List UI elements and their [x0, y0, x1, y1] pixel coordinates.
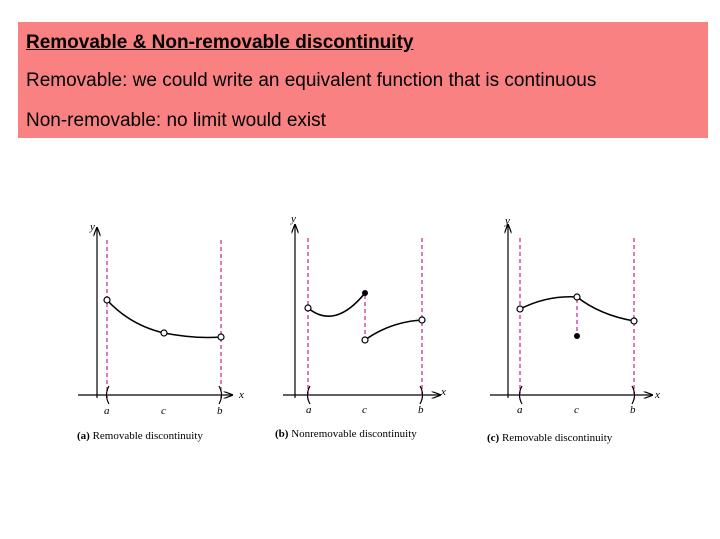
point-label: b — [217, 405, 223, 417]
point-label: a — [517, 404, 523, 416]
caption: (a) Removable discontinuity — [77, 430, 203, 442]
caption-tag: (b) — [275, 428, 289, 440]
caption-text: Nonremovable discontinuity — [291, 428, 417, 440]
caption: (b) Nonremovable discontinuity — [275, 428, 417, 440]
line: Removable: we could write an equivalent … — [26, 70, 597, 91]
y-label: y — [89, 221, 95, 233]
line: Non-removable: no limit would exist — [26, 110, 326, 131]
title: Removable & Non-removable discontinuity — [26, 32, 414, 53]
caption-text: Removable discontinuity — [93, 430, 204, 442]
point-label: a — [306, 404, 312, 416]
caption-tag: (a) — [77, 430, 90, 442]
point-label: c — [362, 404, 367, 416]
point-label: a — [104, 405, 110, 417]
figure-c: y x a c b (c) Removable discontinuity — [487, 215, 660, 444]
caption: (c) Removable discontinuity — [487, 432, 613, 444]
point-label: c — [574, 404, 579, 416]
x-label: x — [440, 386, 446, 398]
point-label: c — [161, 405, 166, 417]
x-label: x — [654, 389, 660, 401]
x-label: x — [238, 389, 244, 401]
y-label: y — [290, 213, 296, 225]
header-box: Removable & Non-removable discontinuity … — [18, 22, 708, 138]
figure-a: y x a c b (a) Removable discontinuity — [77, 221, 244, 442]
y-label: y — [504, 215, 510, 227]
caption-tag: (c) — [487, 432, 500, 444]
figure-b: y x a c b (b) Nonremovable discontinuity — [275, 213, 446, 440]
caption-text: Removable discontinuity — [502, 432, 613, 444]
point-label: b — [418, 404, 424, 416]
point-label: b — [630, 404, 636, 416]
